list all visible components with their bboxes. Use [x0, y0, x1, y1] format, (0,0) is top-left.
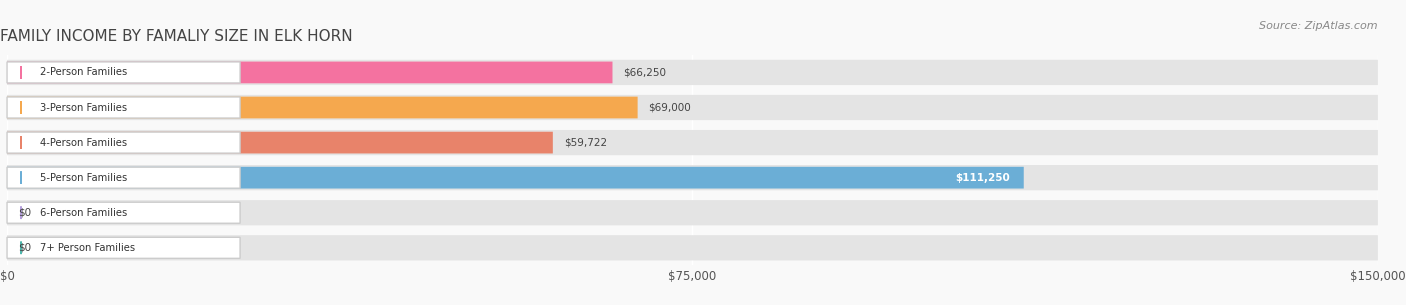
- FancyBboxPatch shape: [7, 167, 240, 188]
- Text: $59,722: $59,722: [564, 138, 607, 148]
- FancyBboxPatch shape: [7, 202, 240, 223]
- FancyBboxPatch shape: [7, 95, 1378, 120]
- FancyBboxPatch shape: [7, 132, 553, 153]
- Text: Source: ZipAtlas.com: Source: ZipAtlas.com: [1260, 21, 1378, 31]
- Text: 5-Person Families: 5-Person Families: [39, 173, 127, 183]
- FancyBboxPatch shape: [7, 97, 240, 118]
- Text: 3-Person Families: 3-Person Families: [39, 102, 127, 113]
- Text: 6-Person Families: 6-Person Families: [39, 208, 127, 218]
- FancyBboxPatch shape: [7, 200, 1378, 225]
- FancyBboxPatch shape: [7, 237, 240, 258]
- FancyBboxPatch shape: [7, 97, 638, 118]
- Text: 2-Person Families: 2-Person Families: [39, 67, 127, 77]
- Text: 4-Person Families: 4-Person Families: [39, 138, 127, 148]
- FancyBboxPatch shape: [7, 235, 1378, 260]
- Text: FAMILY INCOME BY FAMALIY SIZE IN ELK HORN: FAMILY INCOME BY FAMALIY SIZE IN ELK HOR…: [0, 29, 353, 44]
- Text: $66,250: $66,250: [623, 67, 666, 77]
- FancyBboxPatch shape: [7, 130, 1378, 155]
- Text: $111,250: $111,250: [955, 173, 1010, 183]
- Text: $69,000: $69,000: [648, 102, 692, 113]
- FancyBboxPatch shape: [7, 62, 240, 83]
- Text: 7+ Person Families: 7+ Person Families: [39, 243, 135, 253]
- FancyBboxPatch shape: [7, 132, 240, 153]
- FancyBboxPatch shape: [7, 167, 1024, 188]
- FancyBboxPatch shape: [7, 60, 1378, 85]
- Text: $0: $0: [18, 243, 31, 253]
- FancyBboxPatch shape: [7, 165, 1378, 190]
- FancyBboxPatch shape: [7, 62, 613, 83]
- Text: $0: $0: [18, 208, 31, 218]
